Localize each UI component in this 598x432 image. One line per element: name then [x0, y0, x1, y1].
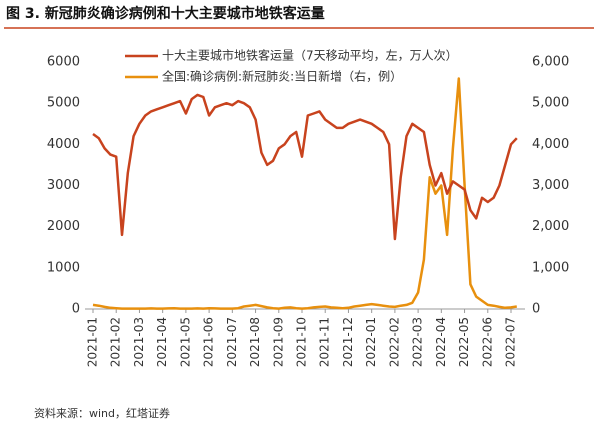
x-tick-label: 2022-02 [387, 317, 401, 367]
x-tick-label: 2022-04 [434, 317, 448, 367]
x-tick-label: 2021-09 [271, 317, 285, 367]
x-tick-label: 2021-06 [202, 317, 216, 367]
source: 资料来源：wind，红塔证券 [34, 406, 170, 420]
x-tick-label: 2021-02 [109, 317, 123, 367]
x-tick-label: 2022-07 [504, 317, 518, 367]
y-tick-label: 5000 [47, 96, 80, 111]
x-tick-label: 2022-05 [457, 317, 471, 367]
x-tick-label: 2021-10 [295, 317, 309, 367]
y2-tick-label: 6,000 [532, 55, 569, 70]
y-tick-label: 0 [72, 302, 80, 317]
x-tick-label: 2021-08 [248, 317, 262, 367]
legend-label: 全国:确诊病例:新冠肺炎:当日新增（右，例） [162, 69, 402, 84]
x-tick-label: 2021-12 [341, 317, 355, 367]
y-tick-label: 1000 [47, 260, 80, 275]
x-tick-label: 2022-01 [364, 317, 378, 367]
y-tick-label: 4000 [47, 137, 80, 152]
y2-tick-label: 2,000 [532, 219, 569, 234]
y2-tick-label: 1,000 [532, 260, 569, 275]
x-tick-label: 2022-03 [411, 317, 425, 367]
y-tick-label: 3000 [47, 178, 80, 193]
series-line [92, 77, 517, 310]
x-tick-label: 2021-11 [318, 317, 332, 367]
y2-tick-label: 5,000 [532, 96, 569, 111]
x-tick-label: 2021-04 [155, 317, 169, 367]
series-line [92, 93, 518, 241]
y2-tick-label: 3,000 [532, 178, 569, 193]
x-tick-label: 2022-06 [480, 317, 494, 367]
x-tick-label: 2021-05 [178, 317, 192, 367]
chart-title: 图 3. 新冠肺炎确诊病例和十大主要城市地铁客运量 [6, 5, 325, 22]
y-tick-label: 2000 [47, 219, 80, 234]
y2-tick-label: 0 [532, 302, 540, 317]
x-tick-label: 2021-03 [132, 317, 146, 367]
y2-tick-label: 4,000 [532, 137, 569, 152]
x-tick-label: 2021-07 [225, 317, 239, 367]
legend-label: 十大主要城市地铁客运量（7天移动平均，左，万人次） [162, 48, 458, 63]
y-tick-label: 6000 [47, 55, 80, 70]
x-tick-label: 2021-01 [86, 317, 100, 367]
